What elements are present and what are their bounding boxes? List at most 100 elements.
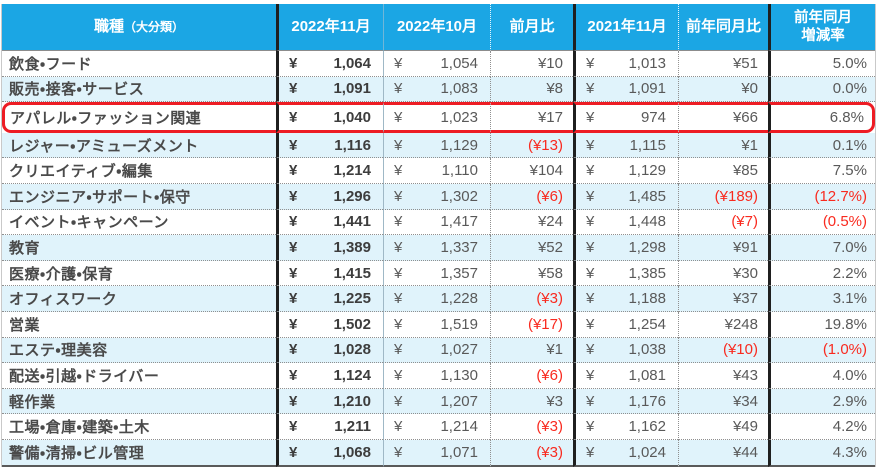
yoy-rate-value: 2.9% [832,392,867,410]
wage-2022-10-value: 1,519 [440,315,478,333]
wage-2022-11-value: 1,068 [333,443,371,461]
wage-2022-10-cell: ¥1,337 [383,235,490,261]
yoy-rate-cell: 7.0% [768,235,875,261]
yoy-diff-cell: ¥248 [678,311,768,338]
mom-diff-cell: (¥3) [490,414,573,440]
yen-symbol: ¥ [394,418,403,436]
wage-2022-11-cell: ¥1,211 [276,414,383,440]
mom-diff-value: ¥104 [529,162,563,180]
yoy-diff-value: ¥66 [732,108,758,126]
wage-2022-10-value: 1,027 [440,341,478,359]
yen-symbol: ¥ [289,443,298,461]
yen-symbol: ¥ [289,418,298,436]
wage-2022-11-value: 1,040 [333,108,371,126]
yen-symbol: ¥ [289,238,298,256]
wage-2022-11-value: 1,415 [333,264,371,282]
category-label: 警備・清掃・ビル管理 [9,444,145,462]
category-cell: 配送・引越・ドライバー [2,363,276,389]
yoy-rate-cell: 0.1% [768,132,875,159]
header-yoy-diff: 前年同月比 [678,4,768,51]
mom-diff-value: ¥58 [537,264,563,282]
yoy-rate-cell: (0.5%) [768,209,875,236]
yoy-diff-cell: ¥34 [678,388,768,415]
yen-symbol: ¥ [289,315,298,333]
mom-diff-cell: ¥52 [490,235,573,261]
yen-symbol: ¥ [586,392,595,410]
job-category-sublabel: （大分類） [124,19,185,34]
yen-symbol: ¥ [394,315,403,333]
yoy-diff-value: ¥0 [741,80,758,98]
wage-2021-11-cell: ¥1,024 [573,439,678,467]
yen-symbol: ¥ [394,341,403,359]
wage-2022-11-cell: ¥1,389 [276,235,383,261]
category-label: 飲食・フード [9,55,93,73]
category-label: オフィスワーク [9,291,118,309]
mom-diff-value: (¥17) [527,315,563,333]
table-row: 警備・清掃・ビル管理 ¥1,068 ¥1,071 (¥3) ¥1,024 ¥44… [2,439,875,467]
wage-2022-11-value: 1,296 [333,187,371,205]
yen-symbol: ¥ [586,290,595,308]
wage-2021-11-value: 1,091 [628,80,666,98]
wage-2022-10-value: 1,083 [440,80,478,98]
yen-symbol: ¥ [394,392,403,410]
table-row: 配送・引越・ドライバー ¥1,124 ¥1,130 (¥6) ¥1,081 ¥4… [2,363,875,389]
wage-2021-11-value: 1,115 [629,136,666,154]
wage-2022-11-value: 1,211 [334,418,371,436]
category-label: 営業 [9,316,41,334]
yen-symbol: ¥ [586,54,595,72]
yen-symbol: ¥ [289,392,298,410]
yoy-rate-value: 4.0% [832,366,867,384]
wage-2022-10-value: 1,357 [440,264,478,282]
wage-2022-10-cell: ¥1,130 [383,363,490,389]
wage-2022-11-cell: ¥1,064 [276,51,383,77]
mom-diff-cell: ¥3 [490,388,573,415]
wage-2022-10-cell: ¥1,027 [383,337,490,364]
mom-diff-value: (¥6) [536,187,563,205]
category-label: 教育 [9,239,41,257]
mom-diff-value: (¥3) [536,418,563,436]
wage-2022-11-value: 1,225 [333,290,371,308]
wage-2021-11-value: 1,254 [628,315,666,333]
wage-2022-10-value: 1,129 [440,136,478,154]
yen-symbol: ¥ [289,54,298,72]
yen-symbol: ¥ [394,290,403,308]
wage-2022-10-value: 1,110 [441,162,478,180]
category-cell: 軽作業 [2,388,276,415]
category-cell: 医療・介護・保育 [2,260,276,287]
table-row: クリエイティブ・編集 ¥1,214 ¥1,110 ¥104 ¥1,129 ¥85… [2,158,875,184]
job-category-label: 職種 [93,17,124,35]
wage-2021-11-cell: ¥1,038 [573,337,678,364]
category-cell: 飲食・フード [2,51,276,77]
wage-2022-10-value: 1,228 [440,290,478,308]
yoy-rate-value: 19.8% [824,315,867,333]
header-2022-11: 2022年11月 [276,4,383,51]
yen-symbol: ¥ [289,187,298,205]
mom-diff-value: (¥13) [527,136,563,154]
category-cell: 営業 [2,311,276,338]
yoy-rate-value: 7.5% [832,162,867,180]
wage-2022-11-cell: ¥1,225 [276,286,383,312]
mom-diff-cell: (¥17) [490,311,573,338]
wage-2022-10-cell: ¥1,129 [383,132,490,159]
mom-diff-cell: (¥6) [490,363,573,389]
yoy-rate-value: (12.7%) [814,187,867,205]
wage-2022-11-cell: ¥1,296 [276,183,383,210]
yen-symbol: ¥ [394,54,403,72]
yoy-diff-cell: (¥10) [678,337,768,364]
wage-2022-10-value: 1,207 [440,392,478,410]
yoy-rate-cell: (1.0%) [768,337,875,364]
mom-diff-value: ¥10 [537,54,563,72]
yen-symbol: ¥ [394,80,403,98]
yoy-diff-cell: ¥1 [678,132,768,159]
yoy-rate-cell: (12.7%) [768,183,875,210]
mom-diff-cell: (¥6) [490,183,573,210]
wage-2021-11-cell: ¥1,254 [573,311,678,338]
category-label: 軽作業 [9,393,56,411]
header-job-category: 職種（大分類） [2,4,276,51]
yoy-rate-cell: 4.2% [768,414,875,440]
wage-2022-11-cell: ¥1,210 [276,388,383,415]
wage-2021-11-value: 1,176 [628,392,666,410]
mom-diff-value: ¥52 [537,238,563,256]
yen-symbol: ¥ [289,162,298,180]
yen-symbol: ¥ [394,264,403,282]
